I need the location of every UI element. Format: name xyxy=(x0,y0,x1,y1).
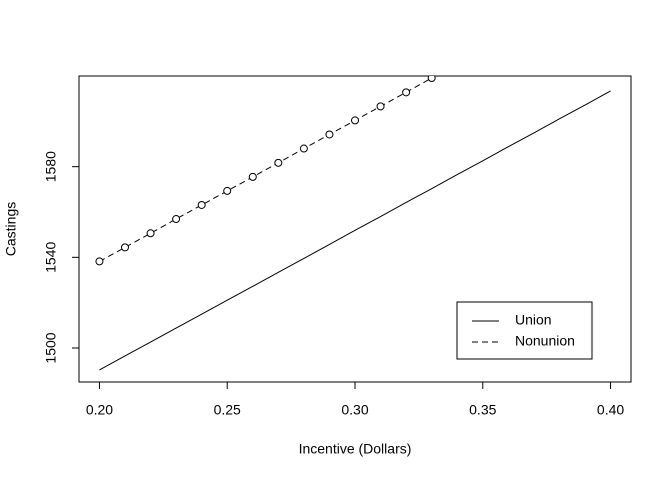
x-axis-label: Incentive (Dollars) xyxy=(299,441,412,457)
y-tick-label: 1500 xyxy=(43,332,59,363)
y-tick-label: 1540 xyxy=(43,242,59,273)
x-tick-label: 0.30 xyxy=(341,402,368,418)
data-point xyxy=(121,243,129,252)
data-point xyxy=(146,229,155,238)
data-point xyxy=(376,102,385,111)
data-point xyxy=(299,144,308,153)
x-tick-label: 0.20 xyxy=(86,402,113,418)
x-tick-label: 0.25 xyxy=(214,402,241,418)
legend-box xyxy=(456,301,593,360)
data-point xyxy=(197,200,206,209)
data-point xyxy=(325,130,334,139)
legend-label: Union xyxy=(515,312,552,328)
y-axis-label: Castings xyxy=(3,202,19,256)
data-point xyxy=(274,158,283,167)
legend-label: Nonunion xyxy=(515,333,575,349)
data-point xyxy=(248,172,257,181)
x-tick-label: 0.40 xyxy=(597,402,624,418)
plot-area xyxy=(95,76,611,371)
data-point xyxy=(223,186,232,195)
data-point xyxy=(402,88,411,97)
y-tick-label: 1580 xyxy=(43,151,59,182)
series-line xyxy=(99,90,611,371)
data-point xyxy=(427,76,436,83)
data-point xyxy=(95,257,104,266)
data-point xyxy=(172,215,181,224)
x-tick-label: 0.35 xyxy=(469,402,496,418)
data-point xyxy=(351,116,359,125)
series-line xyxy=(99,77,432,262)
